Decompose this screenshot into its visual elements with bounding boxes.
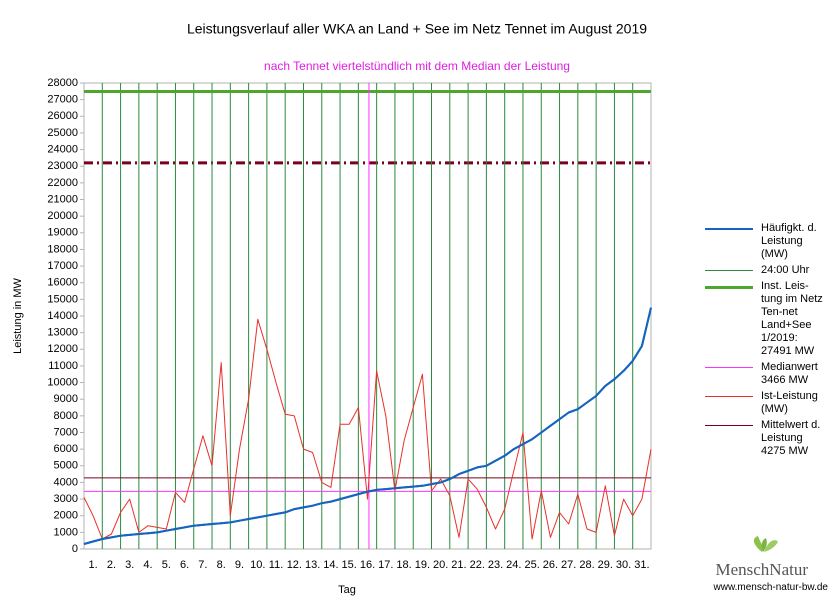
y-tick-label: 25000 — [47, 127, 78, 139]
x-tick-label: 23. — [488, 559, 503, 571]
y-tick-label: 8000 — [54, 410, 78, 422]
y-tick-label: 20000 — [47, 210, 78, 222]
x-tick-label: 30. — [616, 559, 631, 571]
series-line — [83, 307, 652, 545]
y-tick-label: 23000 — [47, 160, 78, 172]
y-tick-label: 4000 — [54, 476, 78, 488]
x-tick-label: 2. — [107, 559, 116, 571]
y-axis-label: Leistung in MW — [12, 277, 24, 353]
legend-swatch — [705, 270, 753, 271]
y-tick-label: 2000 — [54, 510, 78, 522]
brand-url: www.mensch-natur-bw.de — [713, 582, 829, 593]
legend-entry: Häufigkt. d. Leistung (MW) — [705, 222, 830, 261]
legend-swatch — [705, 367, 753, 368]
x-tick-label: 21. — [451, 559, 466, 571]
legend-entry: Inst. Leis-tung im Netz Ten-net Land+See… — [705, 280, 830, 358]
chart-title: Leistungsverlauf aller WKA an Land + See… — [187, 21, 647, 37]
x-tick-label: 27. — [561, 559, 576, 571]
x-tick-label: 13. — [305, 559, 320, 571]
x-tick-label: 6. — [180, 559, 189, 571]
y-tick-label: 22000 — [47, 177, 78, 189]
x-tick-label: 16. — [360, 559, 375, 571]
legend-label: Inst. Leis-tung im Netz Ten-net Land+See… — [761, 280, 823, 357]
y-tick-label: 3000 — [54, 493, 78, 505]
y-tick-label: 9000 — [54, 393, 78, 405]
legend-entry: Ist-Leistung (MW) — [705, 390, 830, 416]
y-tick-label: 21000 — [47, 193, 78, 205]
legend: Häufigkt. d. Leistung (MW) 24:00 Uhr Inst.… — [705, 222, 830, 461]
x-tick-label: 9. — [235, 559, 244, 571]
leaf-icon — [753, 536, 778, 552]
x-tick-label: 7. — [198, 559, 207, 571]
legend-swatch — [705, 396, 753, 397]
y-tick-label: 27000 — [47, 94, 78, 106]
y-tick-label: 19000 — [47, 227, 78, 239]
x-tick-label: 22. — [470, 559, 485, 571]
y-tick-label: 7000 — [54, 426, 78, 438]
legend-swatch — [705, 286, 753, 289]
y-tick-label: 5000 — [54, 460, 78, 472]
legend-entry: Medianwert 3466 MW — [705, 361, 830, 387]
legend-label: Ist-Leistung (MW) — [761, 390, 818, 415]
series-line — [83, 307, 652, 545]
chart-subtitle: nach Tennet viertelstündlich mit dem Med… — [264, 59, 570, 73]
legend-label: Medianwert 3466 MW — [761, 361, 818, 386]
y-tick-label: 26000 — [47, 110, 78, 122]
x-tick-label: 19. — [415, 559, 430, 571]
plot-area — [83, 82, 652, 550]
y-tick-label: 12000 — [47, 343, 78, 355]
x-tick-label: 29. — [598, 559, 613, 571]
x-tick-label: 18. — [396, 559, 411, 571]
legend-label: Mittelwert d. Leistung 4275 MW — [761, 419, 821, 457]
x-tick-label: 17. — [378, 559, 393, 571]
y-tick-label: 0 — [72, 543, 78, 555]
x-tick-label: 25. — [524, 559, 539, 571]
x-tick-label: 8. — [217, 559, 226, 571]
x-tick-label: 4. — [143, 559, 152, 571]
y-tick-label: 6000 — [54, 443, 78, 455]
y-tick-label: 16000 — [47, 277, 78, 289]
x-tick-label: 5. — [162, 559, 171, 571]
x-tick-label: 26. — [543, 559, 558, 571]
y-tick-label: 15000 — [47, 293, 78, 305]
brand-name: MenschNatur — [715, 560, 808, 579]
y-tick-label: 28000 — [47, 77, 78, 89]
x-tick-label: 11. — [269, 559, 283, 571]
x-tick-label: 10. — [250, 559, 265, 571]
y-tick-label: 1000 — [54, 526, 78, 538]
x-axis-label: Tag — [338, 584, 356, 596]
x-tick-label: 20. — [433, 559, 448, 571]
x-tick-label: 3. — [125, 559, 134, 571]
legend-label: 24:00 Uhr — [761, 264, 810, 276]
x-tick-label: 24. — [506, 559, 521, 571]
legend-label: Häufigkt. d. Leistung (MW) — [761, 222, 817, 260]
y-tick-label: 10000 — [47, 376, 78, 388]
legend-entry: Mittelwert d. Leistung 4275 MW — [705, 419, 830, 458]
x-tick-label: 12. — [287, 559, 302, 571]
series-line — [83, 318, 652, 540]
y-tick-label: 24000 — [47, 143, 78, 155]
legend-swatch — [705, 425, 753, 426]
legend-swatch — [705, 228, 753, 230]
y-tick-label: 18000 — [47, 243, 78, 255]
y-tick-label: 14000 — [47, 310, 78, 322]
y-tick-label: 17000 — [47, 260, 78, 272]
x-tick-label: 14. — [323, 559, 338, 571]
y-tick-label: 13000 — [47, 327, 78, 339]
y-tick-label: 11000 — [48, 360, 78, 372]
x-tick-label: 31. — [634, 559, 649, 571]
x-tick-label: 28. — [579, 559, 594, 571]
x-tick-label: 1. — [89, 559, 98, 571]
legend-entry: 24:00 Uhr — [705, 264, 830, 277]
x-tick-label: 15. — [342, 559, 357, 571]
